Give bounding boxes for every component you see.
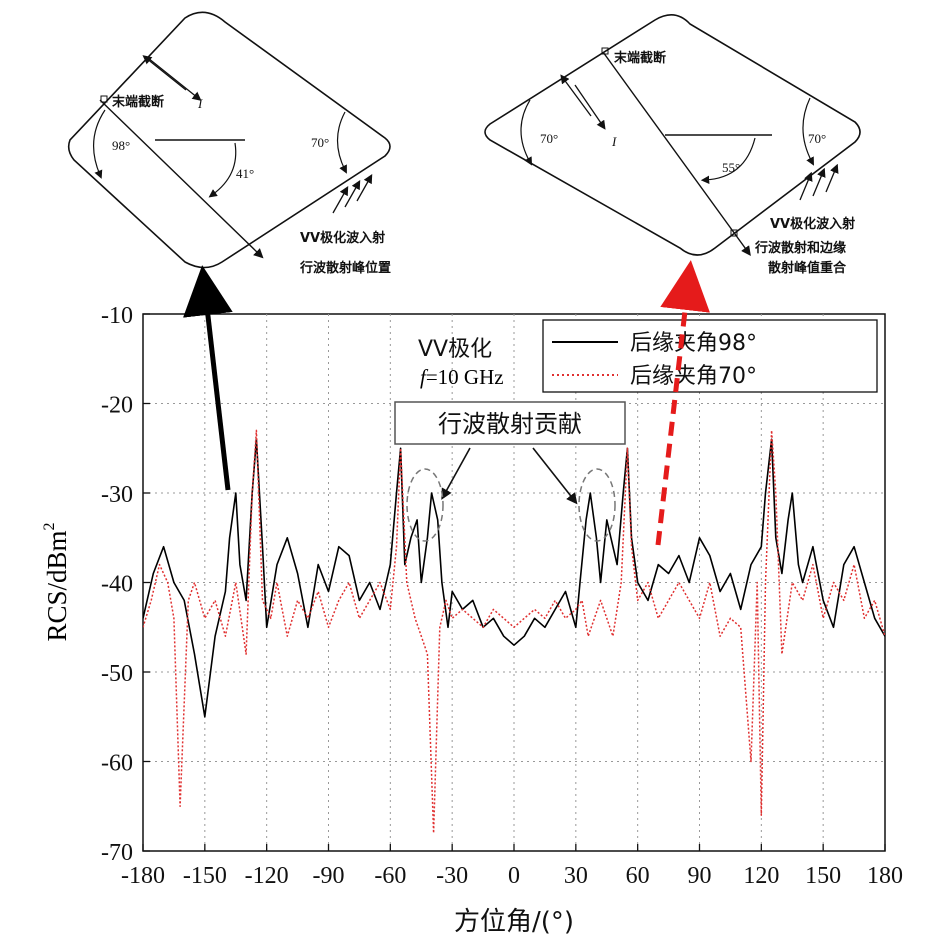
right-angle-arc-55 [700, 137, 756, 184]
contribution-label: 行波散射贡献 [438, 410, 582, 438]
x-tick-label: -150 [183, 863, 227, 889]
y-tick-label: -20 [101, 393, 133, 419]
legend-label-98: 后缘夹角98° [630, 331, 757, 356]
left-truncation-marker [100, 95, 108, 103]
right-truncation-marker [601, 47, 609, 55]
x-tick-label: 30 [564, 863, 588, 889]
right-truncation-label: 末端截断 [613, 50, 666, 66]
right-incidence-arrow-3 [825, 163, 839, 193]
left-angle-70: 70° [311, 135, 329, 150]
x-tick-label: -90 [313, 863, 345, 889]
x-ticks: -180 -150 -120 -90 -60 -30 0 30 60 90 120 150 180 [121, 844, 903, 889]
x-tick-label: 60 [626, 863, 650, 889]
right-incidence-arrow-2 [812, 167, 826, 197]
left-angle-arc-98 [92, 109, 106, 179]
left-truncation-label: 末端截断 [111, 94, 164, 110]
series-group [143, 429, 885, 834]
frequency-label: f=10 GHz [420, 365, 504, 389]
left-angle-arc-41 [208, 142, 237, 198]
right-plate-outline [484, 14, 861, 256]
left-incidence-arrow-1 [332, 186, 349, 214]
x-tick-label: 150 [805, 863, 841, 889]
y-axis-label-text: RCS/dBm [42, 530, 72, 641]
right-peak-label-line2: 散射峰值重合 [768, 260, 847, 276]
right-peak-label-line1: 行波散射和边缘 [754, 240, 846, 256]
x-tick-label: -60 [374, 863, 406, 889]
left-incidence-arrow-2 [344, 180, 361, 208]
right-incidence-label: VV极化波入射 [770, 216, 855, 232]
contribution-arrow-left [441, 447, 471, 500]
left-incidence-arrow-3 [356, 174, 373, 202]
frequency-symbol: f [420, 365, 429, 389]
right-angle-arc-left [520, 99, 533, 166]
x-tick-label: 180 [867, 863, 903, 889]
right-angle-arc-right [802, 97, 814, 166]
left-geometry-diagram: 末端截断 I 98° 70° 41° VV极化波入射 行波散射峰位置 [67, 11, 391, 276]
y-ticks: -10 -20 -30 -40 -50 -60 -70 [101, 303, 150, 866]
right-current-arrow-1 [574, 84, 606, 130]
left-angle-98: 98° [112, 138, 130, 153]
series-line-70 [143, 429, 885, 834]
legend-label-70: 后缘夹角70° [630, 364, 757, 389]
black-pointer-arrow [183, 265, 233, 491]
legend: 后缘夹角98° 后缘夹角70° [542, 319, 878, 393]
right-edge-line [602, 51, 751, 256]
right-current-label: I [611, 134, 617, 149]
left-current-label: I [197, 96, 203, 111]
y-axis-label: RCS/dBm2 [41, 522, 72, 641]
y-tick-label: -50 [101, 661, 133, 687]
x-tick-label: 120 [743, 863, 779, 889]
frequency-value: =10 GHz [426, 365, 504, 389]
left-incidence-label: VV极化波入射 [300, 230, 385, 246]
y-tick-label: -10 [101, 303, 133, 329]
right-angle-left: 70° [540, 131, 558, 146]
left-plate-outline [67, 11, 391, 269]
right-geometry-diagram: 末端截断 I 70° 70° 55° VV极化波入射 行波散射和边缘 散射峰值重… [484, 14, 861, 276]
left-current-arrow-2 [142, 55, 187, 91]
grid [143, 314, 885, 851]
y-tick-label: -40 [101, 572, 133, 598]
right-angle-55: 55° [722, 160, 740, 175]
right-angle-right: 70° [808, 131, 826, 146]
left-angle-41: 41° [236, 166, 254, 181]
y-tick-label: -60 [101, 751, 133, 777]
polarization-label: VV极化 [418, 337, 492, 362]
legend-box [542, 319, 878, 393]
x-tick-label: -180 [121, 863, 165, 889]
left-current-arrow-1 [147, 57, 202, 101]
series-line-98 [143, 438, 885, 718]
x-tick-label: -30 [436, 863, 468, 889]
x-tick-label: 0 [508, 863, 520, 889]
x-axis-label: 方位角/(°) [454, 907, 574, 937]
x-tick-label: 90 [688, 863, 712, 889]
right-current-arrow-2 [560, 74, 592, 117]
x-tick-label: -120 [245, 863, 289, 889]
contribution-arrow-right [532, 447, 578, 505]
y-axis-label-sup: 2 [41, 522, 58, 530]
y-tick-label: -30 [101, 482, 133, 508]
y-tick-label: -70 [101, 840, 133, 866]
left-angle-arc-70 [336, 111, 347, 174]
contribution-box [394, 401, 626, 445]
contribution-ellipse-left [406, 468, 444, 542]
contribution-ellipse-right [578, 468, 616, 542]
y-axis-label-group: RCS/dBm2 [41, 522, 72, 641]
left-peak-label: 行波散射峰位置 [299, 260, 391, 276]
right-peak-marker [730, 229, 738, 237]
right-incidence-arrow-1 [799, 171, 813, 201]
left-edge-line [99, 99, 264, 259]
